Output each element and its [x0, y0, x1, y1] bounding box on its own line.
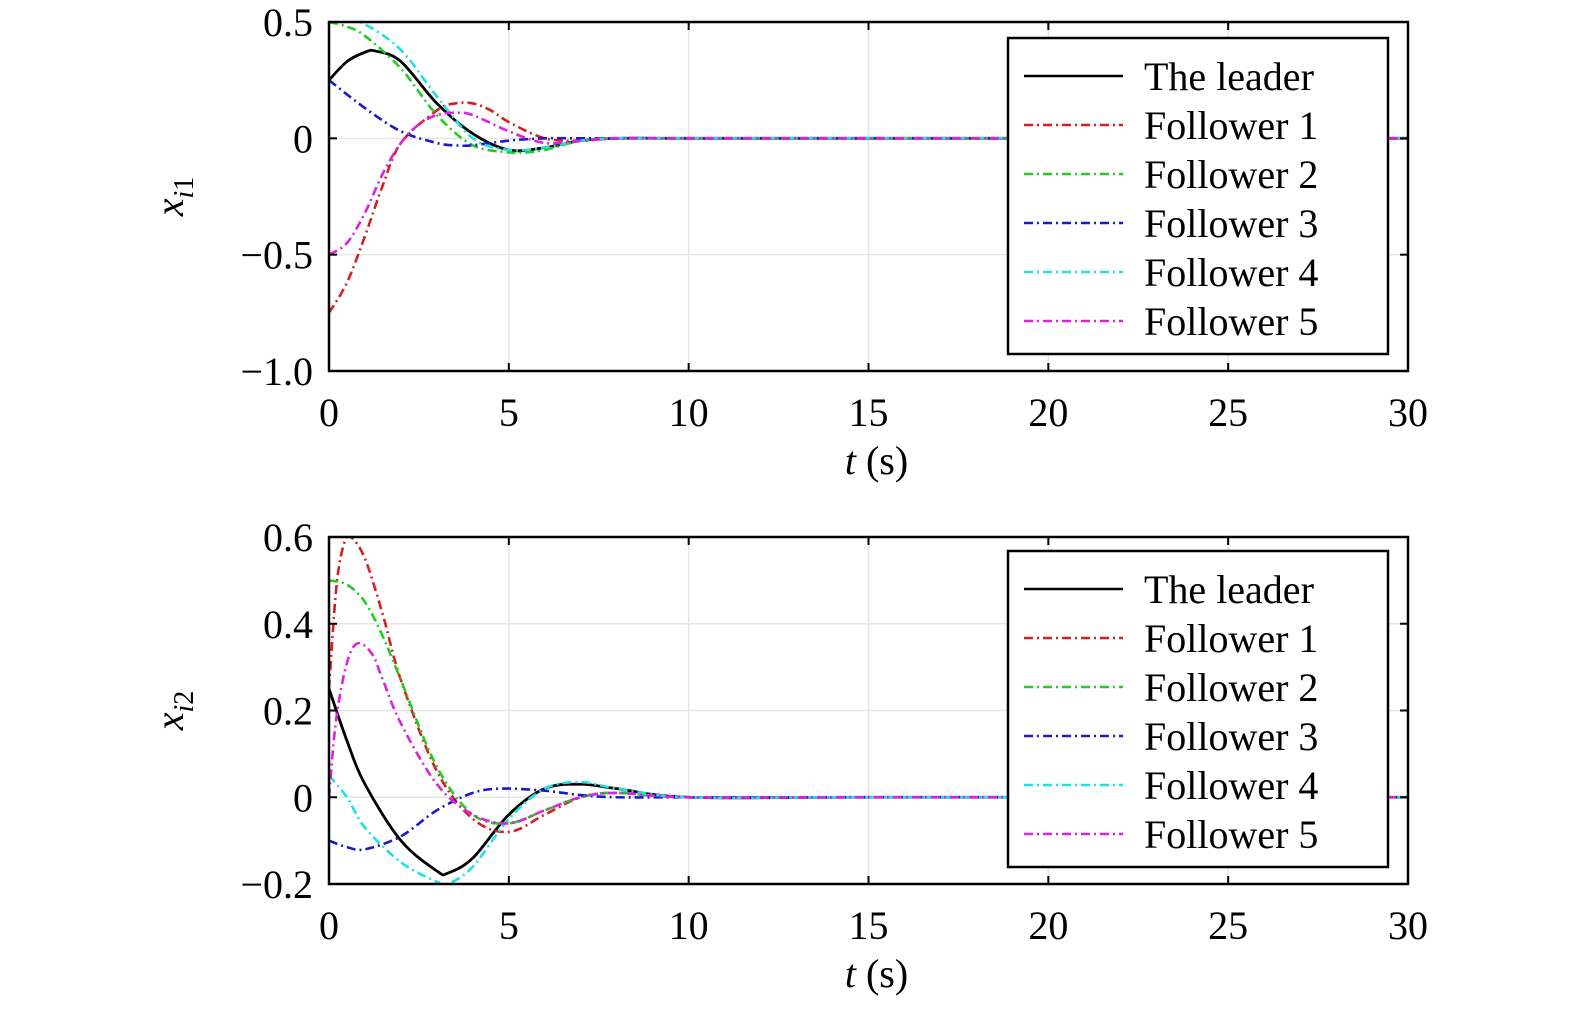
y-tick-label: −0.5	[240, 233, 313, 278]
series-group	[329, 22, 1408, 314]
x-tick-label: 0	[319, 390, 339, 435]
x-tick-label: 15	[849, 390, 889, 435]
legend-label: Follower 2	[1144, 665, 1318, 710]
x-axis-label: t (s)	[845, 951, 908, 996]
legend-label: The leader	[1144, 54, 1314, 99]
y-tick-label: 0	[293, 775, 313, 820]
x-tick-label: 30	[1388, 390, 1428, 435]
x-tick-label: 20	[1028, 390, 1068, 435]
legend-label: Follower 5	[1144, 299, 1318, 344]
chart-panel-1: 0 5 10 15 20 25 30 −1.0 −0.5 0 0.5 t (s) xi1 The lead…	[147, 0, 1428, 483]
x-tick-label: 25	[1208, 390, 1248, 435]
y-tick-label: 0.6	[263, 515, 313, 560]
legend-label: The leader	[1144, 567, 1314, 612]
y-tick-label: 0.4	[263, 602, 313, 647]
y-tick-label: 0.2	[263, 689, 313, 734]
y-axis-label: xi2	[147, 691, 200, 732]
legend-box	[1006, 549, 1390, 869]
x-tick-label: 10	[669, 390, 709, 435]
legend-label: Follower 1	[1144, 616, 1318, 661]
x-tick-label: 5	[499, 903, 519, 948]
x-tick-label: 15	[849, 903, 889, 948]
series-line-follower-1	[329, 537, 1408, 834]
legend-label: Follower 4	[1144, 763, 1318, 808]
y-tick-label: −1.0	[240, 349, 313, 394]
y-axis-label: xi1	[147, 177, 200, 218]
x-axis-label: t (s)	[845, 438, 908, 483]
legend-label: Follower 1	[1144, 103, 1318, 148]
y-tick-label: 0	[293, 116, 313, 161]
x-tick-label: 30	[1388, 903, 1428, 948]
x-tick-label: 10	[669, 903, 709, 948]
legend-label: Follower 4	[1144, 250, 1318, 295]
y-tick-label: 0.5	[263, 0, 313, 45]
series-line-follower-4	[329, 22, 1408, 152]
x-tick-label: 25	[1208, 903, 1248, 948]
legend-label: Follower 3	[1144, 201, 1318, 246]
series-line-follower-5	[329, 111, 1408, 256]
x-tick-label: 0	[319, 903, 339, 948]
legend-label: Follower 3	[1144, 714, 1318, 759]
y-tick-label: −0.2	[240, 862, 313, 907]
series-group	[329, 537, 1408, 884]
legend-box	[1006, 36, 1390, 356]
x-tick-label: 20	[1028, 903, 1068, 948]
legend-label: Follower 5	[1144, 812, 1318, 857]
x-tick-label: 5	[499, 390, 519, 435]
series-line-follower-5	[329, 641, 1408, 825]
legend-label: Follower 2	[1144, 152, 1318, 197]
